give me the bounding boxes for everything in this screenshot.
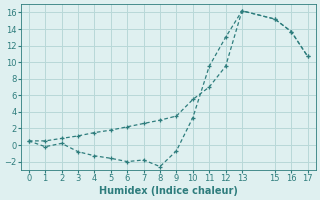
- X-axis label: Humidex (Indice chaleur): Humidex (Indice chaleur): [99, 186, 238, 196]
